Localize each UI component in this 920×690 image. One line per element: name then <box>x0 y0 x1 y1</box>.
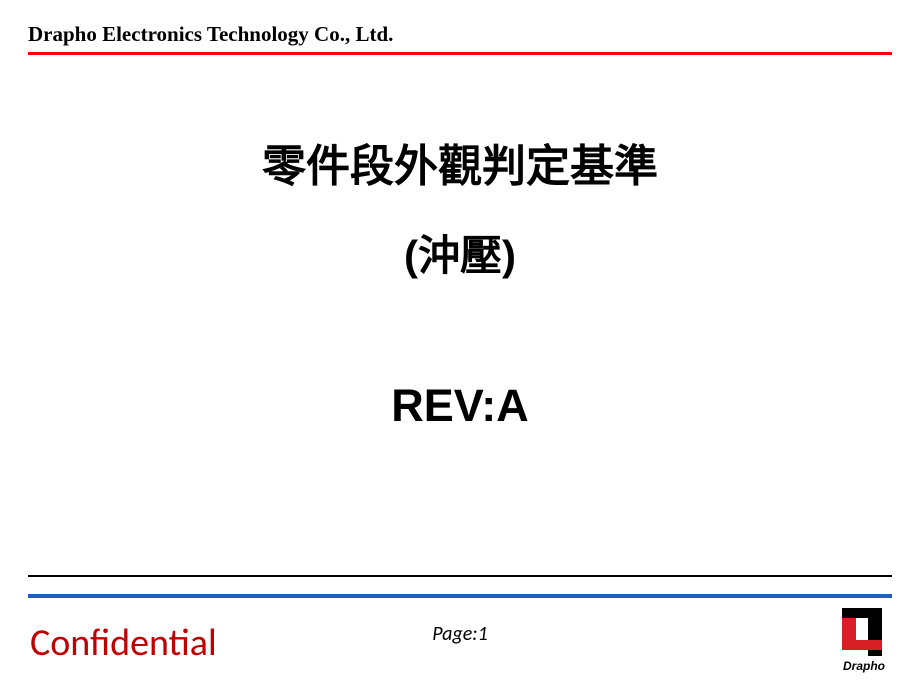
slide-page: Drapho Electronics Technology Co., Ltd. … <box>0 0 920 690</box>
footer-rule-blue <box>28 594 892 598</box>
title-sub: (沖壓) <box>0 222 920 283</box>
title-main: 零件段外觀判定基準 <box>0 130 920 194</box>
footer-rule-thin <box>28 575 892 577</box>
company-name: Drapho Electronics Technology Co., Ltd. <box>28 22 393 47</box>
drapho-logo-icon: Drapho <box>828 604 900 676</box>
svg-text:Drapho: Drapho <box>843 659 885 673</box>
revision-label: REV:A <box>0 380 920 432</box>
header-rule <box>28 52 892 55</box>
page-number: Page:1 <box>0 622 920 646</box>
